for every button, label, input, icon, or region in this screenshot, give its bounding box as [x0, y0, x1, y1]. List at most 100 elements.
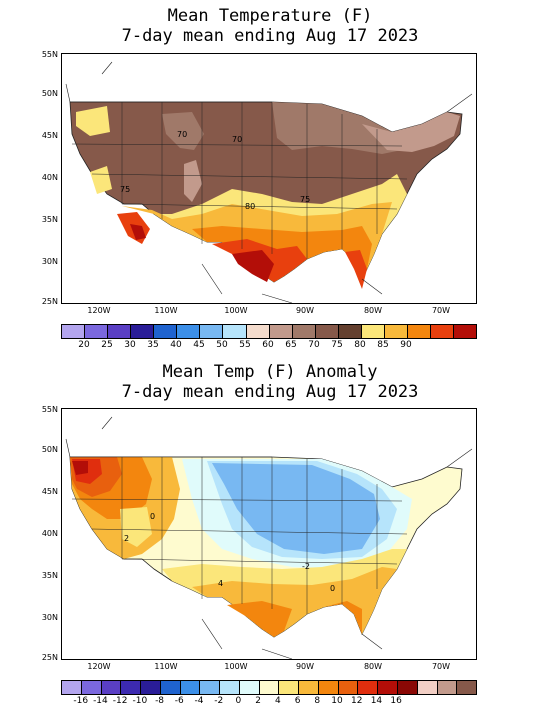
top-colorbar-swatch — [431, 325, 455, 338]
west-mild-zone — [120, 507, 152, 547]
bottom-colorbar-swatch — [180, 681, 201, 694]
rockies-cool-zone — [162, 112, 204, 150]
contour-label: 70 — [232, 135, 242, 144]
top-lat-label: 45N — [41, 131, 58, 140]
top-lon-label: 120W — [87, 306, 111, 315]
top-colorbar-label: 25 — [101, 340, 113, 350]
top-lat-label: 50N — [41, 89, 58, 98]
nw-hot-core — [72, 461, 88, 475]
top-lat-label: 25N — [41, 297, 58, 306]
top-lon-label: 70W — [431, 306, 451, 315]
bottom-colorbar-label: 0 — [235, 696, 242, 706]
nw-warm-zone — [76, 106, 110, 136]
top-lat-label: 40N — [41, 173, 58, 182]
top-colorbar-swatch — [407, 325, 431, 338]
top-temperature-map: 70 70 75 80 75 — [61, 53, 477, 304]
bottom-map-subtitle: 7-day mean ending Aug 17 2023 — [121, 382, 419, 402]
bottom-colorbar-swatch — [239, 681, 260, 694]
top-colorbar — [61, 324, 477, 339]
bottom-colorbar-label: 12 — [350, 696, 363, 706]
texas-hot-core — [232, 250, 274, 282]
top-map-subtitle: 7-day mean ending Aug 17 2023 — [121, 26, 419, 46]
top-colorbar-label: 35 — [147, 340, 159, 350]
bottom-lat-label: 50N — [41, 445, 58, 454]
bottom-colorbar-swatch — [121, 681, 142, 694]
neighbour-coastlines — [65, 416, 473, 659]
bottom-lat-label: 40N — [41, 529, 58, 538]
top-colorbar-swatch — [384, 325, 408, 338]
contour-label: 2 — [124, 534, 129, 543]
cool-anomaly-core — [212, 463, 380, 554]
top-lat-label: 35N — [41, 215, 58, 224]
bottom-colorbar-label: -14 — [93, 696, 108, 706]
top-colorbar-swatch — [223, 325, 247, 338]
bottom-colorbar-swatch — [160, 681, 181, 694]
top-colorbar-swatch — [200, 325, 224, 338]
bottom-colorbar-label: 8 — [314, 696, 321, 706]
bottom-lon-label: 120W — [87, 662, 111, 671]
top-colorbar-label: 45 — [193, 340, 205, 350]
top-colorbar-label: 65 — [285, 340, 297, 350]
top-colorbar-swatch — [177, 325, 201, 338]
bottom-lat-label: 45N — [41, 487, 58, 496]
top-lon-label: 110W — [154, 306, 178, 315]
top-map-graphic: 70 70 75 80 75 — [65, 61, 473, 303]
nv-warm-zone — [90, 166, 112, 194]
bottom-colorbar-swatch — [81, 681, 102, 694]
top-lon-label: 90W — [295, 306, 315, 315]
top-colorbar-label: 90 — [400, 340, 412, 350]
top-map-title: Mean Temperature (F) — [167, 6, 373, 26]
bottom-colorbar-label: 6 — [294, 696, 301, 706]
bottom-colorbar-label: 16 — [390, 696, 402, 706]
bottom-lon-label: 70W — [431, 662, 451, 671]
state-borders — [70, 101, 408, 259]
contour-label: -2 — [302, 562, 310, 571]
top-colorbar-swatch — [246, 325, 270, 338]
top-colorbar-swatch — [269, 325, 293, 338]
contour-label: 4 — [218, 579, 223, 588]
top-colorbar-label: 80 — [354, 340, 366, 350]
bottom-lon-label: 100W — [224, 662, 248, 671]
top-colorbar-swatch — [315, 325, 339, 338]
top-lat-label: 55N — [41, 50, 58, 59]
south-warm-6 — [192, 567, 397, 637]
bottom-lat-label: 30N — [41, 613, 58, 622]
bottom-colorbar-swatch — [101, 681, 122, 694]
top-lon-label: 100W — [224, 306, 248, 315]
top-colorbar-swatch — [131, 325, 155, 338]
bottom-colorbar-swatch — [200, 681, 221, 694]
top-colorbar-swatch — [108, 325, 132, 338]
bottom-colorbar — [61, 680, 477, 695]
bottom-anomaly-map: 0 2 4 -2 0 — [61, 408, 477, 660]
bottom-colorbar-swatch — [417, 681, 438, 694]
arizona-hot-core — [130, 224, 146, 240]
top-colorbar-label: 85 — [377, 340, 389, 350]
bottom-lat-label: 55N — [41, 405, 58, 414]
bottom-lon-label: 110W — [154, 662, 178, 671]
bottom-colorbar-label: -6 — [174, 696, 184, 706]
bottom-map-graphic: 0 2 4 -2 0 — [65, 416, 473, 659]
top-colorbar-swatch — [62, 325, 86, 338]
bottom-colorbar-swatch — [457, 681, 477, 694]
bottom-colorbar-swatch — [259, 681, 280, 694]
bottom-colorbar-swatch — [437, 681, 458, 694]
bottom-colorbar-swatch — [398, 681, 418, 694]
top-lon-label: 80W — [363, 306, 383, 315]
contour-label: 80 — [245, 202, 255, 211]
contour-label: 75 — [300, 195, 310, 204]
top-colorbar-swatch — [361, 325, 385, 338]
bottom-colorbar-label: -4 — [194, 696, 204, 706]
bottom-colorbar-swatch — [338, 681, 359, 694]
bottom-colorbar-swatch — [358, 681, 379, 694]
top-colorbar-label: 30 — [124, 340, 136, 350]
bottom-lon-label: 90W — [295, 662, 315, 671]
bottom-colorbar-swatch — [279, 681, 300, 694]
bottom-colorbar-label: -10 — [132, 696, 148, 706]
top-colorbar-label: 50 — [216, 340, 228, 350]
bottom-colorbar-swatch — [378, 681, 399, 694]
bottom-lat-label: 35N — [41, 571, 58, 580]
bottom-colorbar-label: 4 — [274, 696, 281, 706]
bottom-colorbar-swatch — [299, 681, 319, 694]
top-colorbar-label: 70 — [308, 340, 320, 350]
neighbour-coastlines — [65, 61, 473, 303]
